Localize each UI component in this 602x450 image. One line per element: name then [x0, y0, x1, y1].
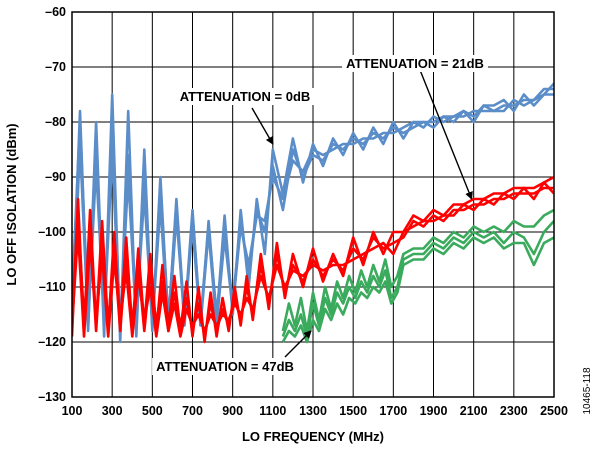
x-tick-label: 500: [142, 404, 163, 418]
annotation-arrow: [419, 69, 473, 200]
y-tick-label: –70: [45, 60, 66, 74]
x-tick-label: 2500: [540, 404, 568, 418]
x-tick-label: 2300: [500, 404, 528, 418]
annotation-label-bg: [342, 55, 488, 72]
y-tick-label: –130: [38, 390, 66, 404]
x-tick-label: 1500: [339, 404, 367, 418]
y-tick-label: –60: [45, 5, 66, 19]
annotations: ATTENUATION = 0dB ATTENUATION = 21dB ATTEN…: [152, 55, 488, 375]
y-tick-label: –100: [38, 225, 66, 239]
x-tick-label: 900: [222, 404, 243, 418]
x-tick-label: 100: [62, 404, 83, 418]
series-line: [72, 181, 554, 338]
y-tick-label: –90: [45, 170, 66, 184]
x-axis-label: LO FREQUENCY (MHz): [242, 429, 384, 444]
x-tick-label: 1300: [299, 404, 327, 418]
series-line: [281, 236, 554, 344]
series-line: [281, 220, 554, 338]
figure-id: 10465-118: [582, 367, 593, 415]
annotation-arrow: [284, 330, 312, 358]
annotation-label: ATTENUATION = 21dB: [346, 56, 484, 71]
x-tick-label: 700: [182, 404, 203, 418]
y-tick-label: –120: [38, 335, 66, 349]
y-axis-label: LO OFF ISOLATION (dBm): [4, 123, 19, 285]
x-tick-label: 2100: [460, 404, 488, 418]
series-line: [281, 208, 554, 333]
y-tick-label: –80: [45, 115, 66, 129]
series-layer: [72, 82, 554, 344]
annotation-label: ATTENUATION = 47dB: [156, 359, 294, 374]
annotation-label-bg: [152, 358, 298, 375]
annotation-label-bg: [175, 88, 315, 105]
plot-frame: [71, 11, 555, 398]
series-line: [72, 93, 554, 333]
x-tick-label: 1100: [259, 404, 286, 418]
x-tick-label: 1900: [420, 404, 448, 418]
x-tick-label: 300: [102, 404, 123, 418]
x-tick-label: 1700: [379, 404, 407, 418]
annotation-arrow: [251, 107, 274, 145]
tick-labels: 100 300 500 700 900 1100 1300 1500 1700 1900 2100 2…: [38, 5, 568, 418]
annotation-label: ATTENUATION = 0dB: [180, 89, 311, 104]
y-tick-label: –110: [39, 280, 66, 294]
